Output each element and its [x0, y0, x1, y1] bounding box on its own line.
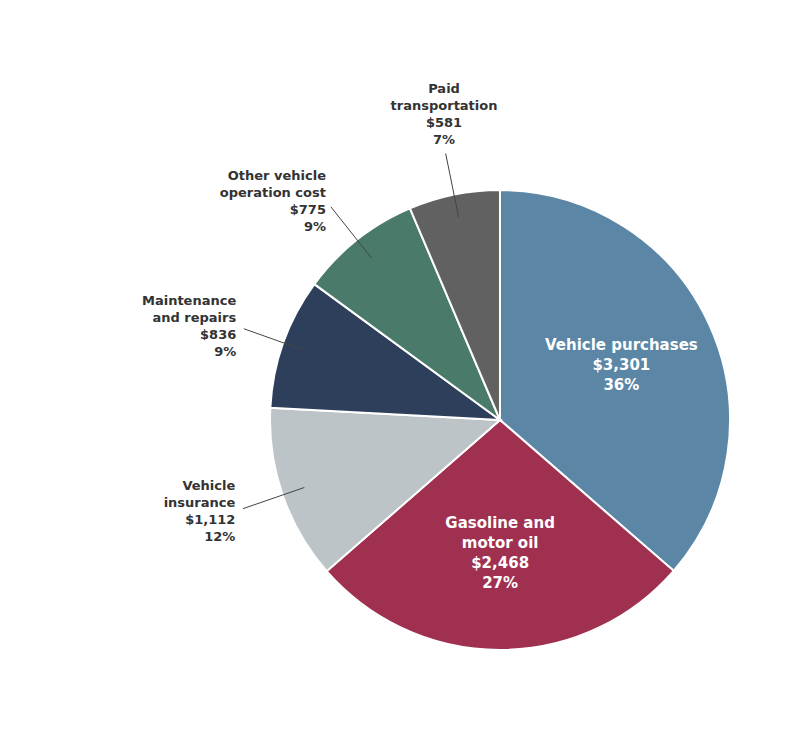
label-line: insurance: [164, 495, 236, 510]
label-line: 9%: [214, 344, 236, 359]
label-line: $836: [200, 327, 236, 342]
label-line: $1,112: [185, 512, 235, 527]
slice-label: Gasoline and motor oil $2,468 27%: [445, 514, 555, 592]
label-line: transportation: [391, 98, 498, 113]
label-line: 12%: [204, 529, 235, 544]
pie-slice: [410, 190, 500, 420]
label-line: $2,468: [471, 554, 529, 572]
label-line: 27%: [482, 574, 518, 592]
slice-label: Vehicle insurance $1,112 12%: [164, 478, 236, 544]
slice-label: Maintenance and repairs $836 9%: [142, 293, 237, 359]
label-line: 36%: [603, 375, 639, 393]
leader-line: [331, 207, 371, 258]
background: [0, 0, 811, 736]
leader-line: [243, 488, 304, 509]
label-line: Vehicle: [182, 478, 235, 493]
label-line: $775: [290, 202, 326, 217]
label-line: 9%: [304, 219, 326, 234]
label-line: Vehicle purchases: [545, 335, 698, 353]
slices: [270, 190, 730, 650]
leader-line: [244, 329, 305, 351]
data-labels: Vehicle purchases $3,301 36% Gasoline and mo…: [142, 81, 698, 592]
slice-label: Vehicle purchases $3,301 36%: [545, 335, 698, 393]
label-line: 7%: [433, 132, 455, 147]
leader-lines: [243, 153, 459, 508]
label-line: Gasoline and: [445, 514, 555, 532]
label-line: Paid: [428, 81, 460, 96]
label-line: motor oil: [462, 534, 539, 552]
label-line: Other vehicle: [228, 168, 326, 183]
pie-chart: Vehicle purchases $3,301 36% Gasoline and mo…: [0, 0, 811, 736]
leader-line: [446, 153, 459, 217]
chart-container: Vehicle purchases $3,301 36% Gasoline and mo…: [0, 0, 811, 736]
slice-label: Paid transportation $581 7%: [391, 81, 498, 147]
label-line: $581: [426, 115, 462, 130]
label-line: $3,301: [592, 355, 650, 373]
label-line: and repairs: [152, 310, 236, 325]
label-line: Maintenance: [142, 293, 236, 308]
slice-label: Other vehicle operation cost $775 9%: [220, 168, 326, 234]
label-line: operation cost: [220, 185, 326, 200]
